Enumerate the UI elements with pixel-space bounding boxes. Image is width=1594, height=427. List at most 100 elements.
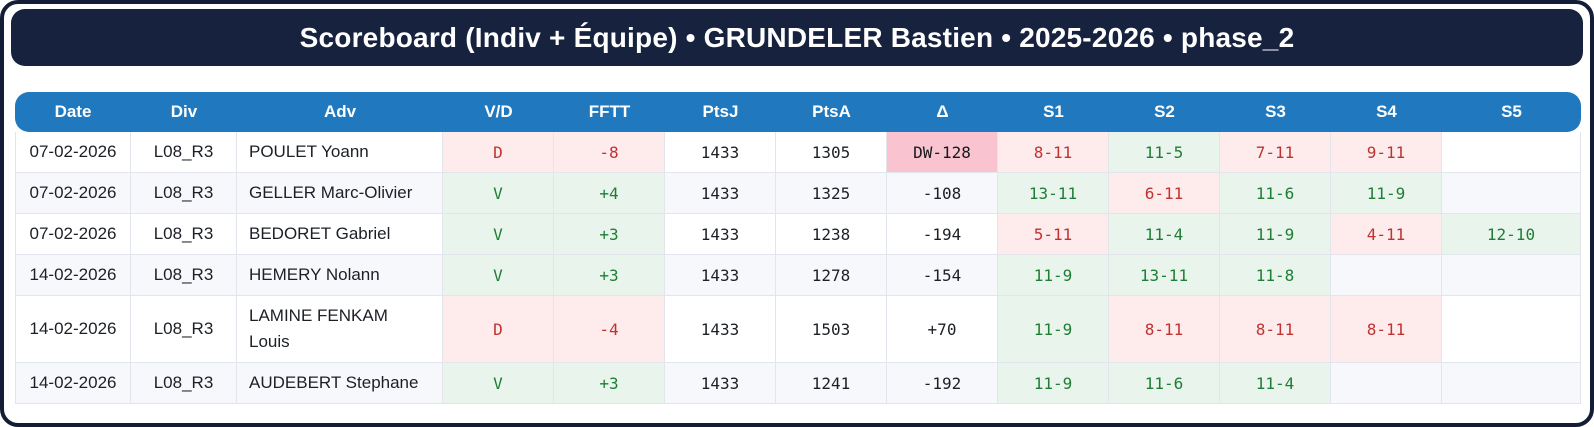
cell-div: L08_R3 <box>131 255 237 296</box>
col-header-ptsa: PtsA <box>776 92 887 132</box>
cell-s4: 8-11 <box>1331 296 1442 363</box>
cell-vd: V <box>443 214 554 255</box>
cell-s4: 11-9 <box>1331 173 1442 214</box>
cell-vd: D <box>443 296 554 363</box>
cell-vd: D <box>443 132 554 173</box>
col-header-delta: Δ <box>887 92 998 132</box>
cell-fftt: -4 <box>554 296 665 363</box>
cell-date: 07-02-2026 <box>15 132 131 173</box>
col-header-s3: S3 <box>1220 92 1331 132</box>
cell-s4: 9-11 <box>1331 132 1442 173</box>
cell-fftt: +4 <box>554 173 665 214</box>
cell-s1: 13-11 <box>998 173 1109 214</box>
cell-ptsj: 1433 <box>665 255 776 296</box>
col-header-div: Div <box>131 92 237 132</box>
cell-s1: 11-9 <box>998 255 1109 296</box>
col-header-s2: S2 <box>1109 92 1220 132</box>
cell-ptsa: 1238 <box>776 214 887 255</box>
cell-s4: 4-11 <box>1331 214 1442 255</box>
cell-adv: AUDEBERT Stephane <box>237 363 443 404</box>
page-title: Scoreboard (Indiv + Équipe) • GRUNDELER … <box>299 21 1295 53</box>
cell-date: 14-02-2026 <box>15 255 131 296</box>
col-header-vd: V/D <box>443 92 554 132</box>
cell-delta: +70 <box>887 296 998 363</box>
cell-s1: 11-9 <box>998 296 1109 363</box>
col-header-fftt: FFTT <box>554 92 665 132</box>
cell-delta: DW-128 <box>887 132 998 173</box>
header-row: Date Div Adv V/D FFTT PtsJ PtsA Δ S1 S2 … <box>15 92 1581 132</box>
cell-fftt: +3 <box>554 214 665 255</box>
cell-ptsa: 1503 <box>776 296 887 363</box>
cell-adv: POULET Yoann <box>237 132 443 173</box>
cell-delta: -154 <box>887 255 998 296</box>
col-header-ptsj: PtsJ <box>665 92 776 132</box>
cell-ptsj: 1433 <box>665 173 776 214</box>
cell-s4 <box>1331 255 1442 296</box>
cell-ptsa: 1241 <box>776 363 887 404</box>
cell-delta: -108 <box>887 173 998 214</box>
table-row: 07-02-2026 L08_R3 BEDORET Gabriel V +3 1… <box>15 214 1581 255</box>
table-row: 14-02-2026 L08_R3 LAMINE FENKAM Louis D … <box>15 296 1581 363</box>
cell-s5 <box>1442 173 1581 214</box>
cell-s1: 11-9 <box>998 363 1109 404</box>
cell-delta: -192 <box>887 363 998 404</box>
table-row: 14-02-2026 L08_R3 HEMERY Nolann V +3 143… <box>15 255 1581 296</box>
col-header-s1: S1 <box>998 92 1109 132</box>
col-header-date: Date <box>15 92 131 132</box>
cell-adv: BEDORET Gabriel <box>237 214 443 255</box>
cell-s5: 12-10 <box>1442 214 1581 255</box>
cell-s3: 11-9 <box>1220 214 1331 255</box>
cell-date: 14-02-2026 <box>15 363 131 404</box>
cell-ptsa: 1305 <box>776 132 887 173</box>
cell-s3: 7-11 <box>1220 132 1331 173</box>
cell-s5 <box>1442 132 1581 173</box>
cell-s5 <box>1442 363 1581 404</box>
cell-s3: 11-8 <box>1220 255 1331 296</box>
cell-div: L08_R3 <box>131 173 237 214</box>
cell-div: L08_R3 <box>131 296 237 363</box>
cell-date: 14-02-2026 <box>15 296 131 363</box>
cell-s2: 11-4 <box>1109 214 1220 255</box>
col-header-s4: S4 <box>1331 92 1442 132</box>
col-header-s5: S5 <box>1442 92 1581 132</box>
cell-adv: LAMINE FENKAM Louis <box>237 296 443 363</box>
cell-s1: 5-11 <box>998 214 1109 255</box>
cell-s2: 8-11 <box>1109 296 1220 363</box>
cell-s3: 8-11 <box>1220 296 1331 363</box>
table-row: 14-02-2026 L08_R3 AUDEBERT Stephane V +3… <box>15 363 1581 404</box>
cell-s3: 11-6 <box>1220 173 1331 214</box>
cell-ptsj: 1433 <box>665 363 776 404</box>
cell-s4 <box>1331 363 1442 404</box>
cell-vd: V <box>443 173 554 214</box>
cell-date: 07-02-2026 <box>15 214 131 255</box>
cell-s2: 11-5 <box>1109 132 1220 173</box>
cell-ptsa: 1278 <box>776 255 887 296</box>
cell-delta: -194 <box>887 214 998 255</box>
cell-s2: 13-11 <box>1109 255 1220 296</box>
table-row: 07-02-2026 L08_R3 POULET Yoann D -8 1433… <box>15 132 1581 173</box>
cell-fftt: +3 <box>554 255 665 296</box>
cell-s2: 11-6 <box>1109 363 1220 404</box>
cell-vd: V <box>443 363 554 404</box>
cell-s2: 6-11 <box>1109 173 1220 214</box>
cell-ptsj: 1433 <box>665 132 776 173</box>
cell-ptsa: 1325 <box>776 173 887 214</box>
cell-s3: 11-4 <box>1220 363 1331 404</box>
cell-div: L08_R3 <box>131 363 237 404</box>
cell-div: L08_R3 <box>131 132 237 173</box>
cell-adv: HEMERY Nolann <box>237 255 443 296</box>
cell-fftt: +3 <box>554 363 665 404</box>
table-row: 07-02-2026 L08_R3 GELLER Marc-Olivier V … <box>15 173 1581 214</box>
cell-ptsj: 1433 <box>665 214 776 255</box>
cell-vd: V <box>443 255 554 296</box>
cell-adv: GELLER Marc-Olivier <box>237 173 443 214</box>
cell-fftt: -8 <box>554 132 665 173</box>
title-bar: Scoreboard (Indiv + Équipe) • GRUNDELER … <box>11 9 1583 66</box>
cell-date: 07-02-2026 <box>15 173 131 214</box>
cell-s1: 8-11 <box>998 132 1109 173</box>
cell-s5 <box>1442 296 1581 363</box>
results-table: Date Div Adv V/D FFTT PtsJ PtsA Δ S1 S2 … <box>15 92 1581 404</box>
col-header-adv: Adv <box>237 92 443 132</box>
cell-ptsj: 1433 <box>665 296 776 363</box>
